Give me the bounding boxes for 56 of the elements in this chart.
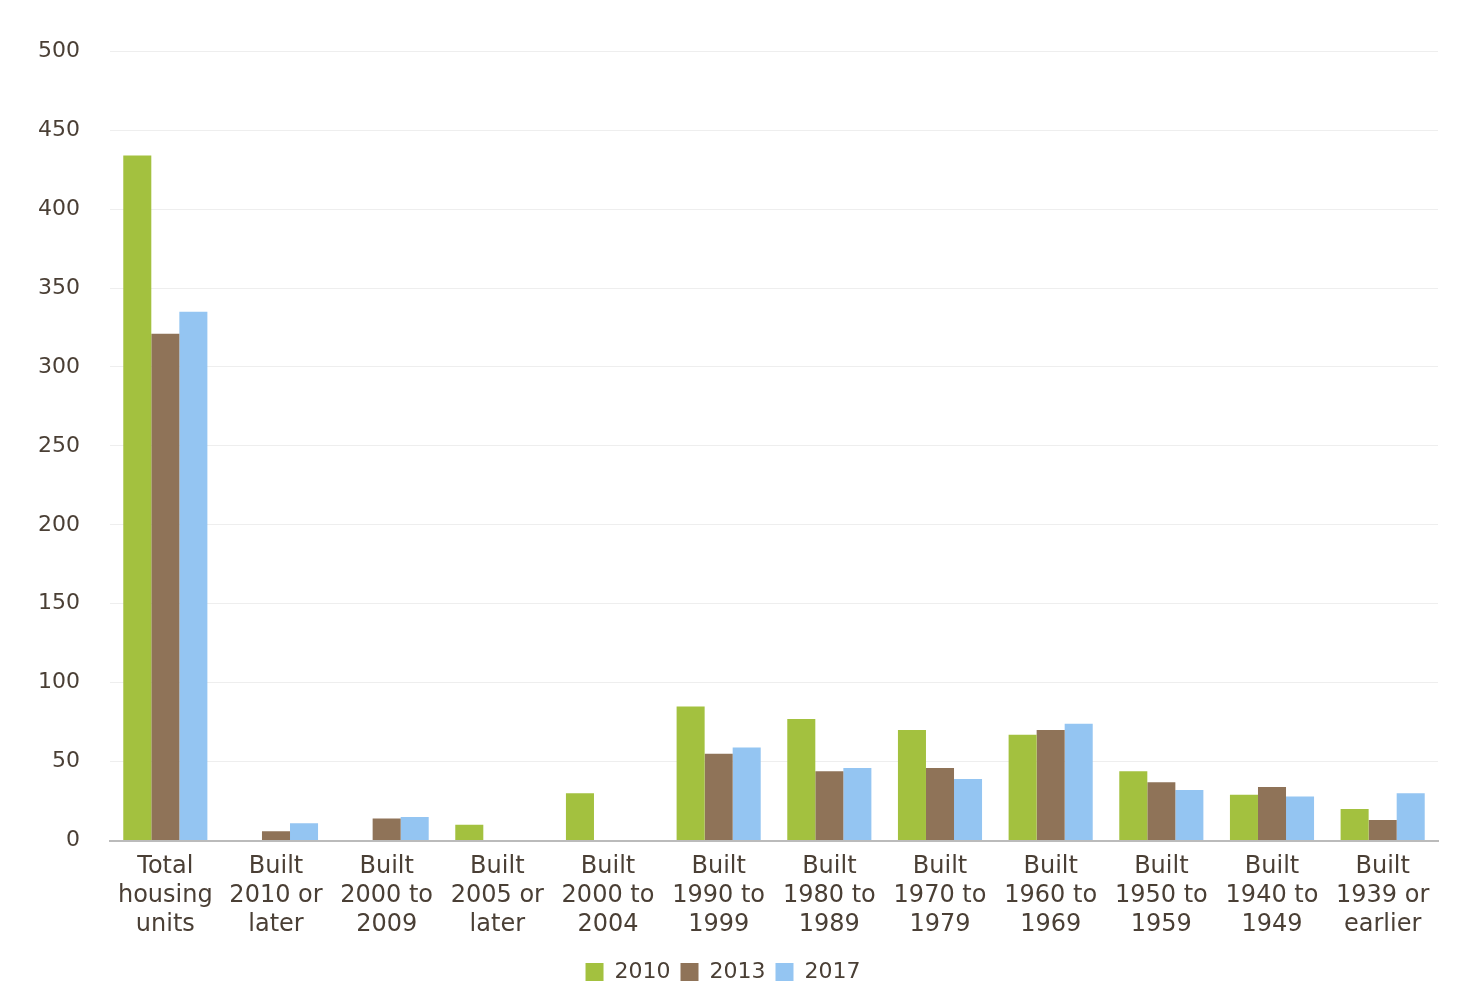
x-tick-label: Built 1970 to 1979 (893, 851, 987, 937)
bar (676, 706, 705, 841)
bar (1396, 793, 1425, 841)
y-tick-label: 450 (37, 115, 80, 141)
bar (732, 747, 761, 841)
y-tick-label: 200 (37, 510, 80, 536)
x-tick-label: Total housing units (117, 851, 213, 937)
bar (261, 831, 291, 841)
bar (1257, 786, 1287, 841)
bar (815, 771, 844, 841)
bar (290, 823, 319, 841)
y-tick-label: 150 (37, 589, 80, 615)
y-tick-label: 250 (37, 431, 80, 457)
x-tick-label: Built 1940 to 1949 (1225, 851, 1319, 937)
x-tick-label: Built 1939 or earlier (1336, 851, 1430, 937)
bar (1175, 790, 1204, 841)
bar (704, 753, 733, 841)
bar (400, 816, 429, 841)
x-tick-label: Built 1960 to 1969 (1004, 851, 1098, 937)
bar (1286, 796, 1315, 841)
x-tick-label: Built 1950 to 1959 (1114, 851, 1208, 937)
y-tick-label: 350 (37, 273, 80, 299)
bar (1008, 734, 1037, 841)
x-tick-label: Built 2005 or later (450, 851, 545, 937)
x-tick-label: Built 1990 to 1999 (672, 851, 766, 937)
x-tick-label: Built 2010 or later (229, 851, 323, 937)
bar (565, 793, 594, 841)
bar (787, 719, 816, 841)
bar (1368, 820, 1397, 841)
bar (179, 311, 208, 841)
y-tick-label: 0 (65, 826, 80, 852)
x-tick-label: Built 1980 to 1989 (782, 851, 876, 937)
bar (1147, 782, 1176, 841)
legend-label: 2013 (709, 957, 766, 983)
bar (954, 779, 983, 841)
bar (151, 333, 180, 841)
bar (1340, 809, 1369, 841)
bar (455, 824, 484, 841)
x-tick-label: Built 2000 to 2009 (340, 851, 434, 937)
bar (372, 818, 401, 841)
y-tick-label: 100 (37, 668, 80, 694)
bar (123, 155, 152, 841)
bar (1229, 794, 1258, 841)
bar (1064, 723, 1093, 841)
y-tick-label: 300 (37, 352, 80, 378)
bar (925, 767, 955, 841)
legend-label: 2017 (804, 957, 861, 983)
x-tick-label: Built 2000 to 2004 (561, 851, 655, 937)
legend-label: 2010 (614, 957, 671, 983)
bar (897, 730, 926, 841)
y-tick-label: 500 (37, 36, 80, 62)
bar (1119, 771, 1148, 841)
y-tick-label: 50 (51, 747, 80, 773)
bar (1036, 730, 1065, 841)
bar (843, 767, 872, 841)
y-tick-label: 400 (37, 194, 80, 220)
